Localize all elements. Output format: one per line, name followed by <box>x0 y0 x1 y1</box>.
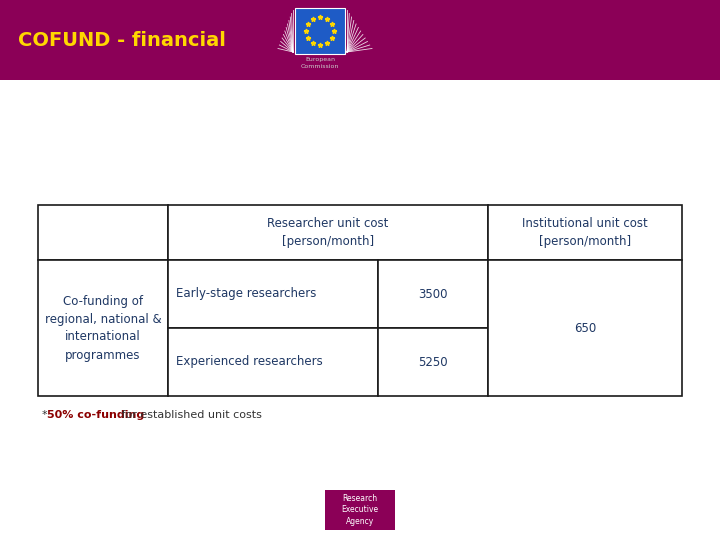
Text: 50% co-funding: 50% co-funding <box>47 410 144 420</box>
Text: Experienced researchers: Experienced researchers <box>176 355 323 368</box>
Bar <box>378 260 488 328</box>
Text: Institutional unit cost
[person/month]: Institutional unit cost [person/month] <box>522 217 648 248</box>
Bar <box>38 205 168 260</box>
Bar <box>325 490 395 530</box>
Text: *: * <box>42 410 51 420</box>
Text: European
Commission: European Commission <box>301 57 339 69</box>
Bar <box>488 260 682 396</box>
Text: 5250: 5250 <box>418 355 448 368</box>
Text: for established unit costs: for established unit costs <box>118 410 262 420</box>
Text: Research
Executive
Agency: Research Executive Agency <box>341 494 379 526</box>
Bar <box>38 260 168 396</box>
Text: 3500: 3500 <box>418 287 448 300</box>
Bar <box>168 205 488 260</box>
Text: COFUND - financial: COFUND - financial <box>18 30 226 50</box>
Bar <box>378 328 488 396</box>
Text: Researcher unit cost
[person/month]: Researcher unit cost [person/month] <box>267 217 389 248</box>
Text: 650: 650 <box>574 321 596 334</box>
Bar <box>168 260 378 328</box>
Text: Early-stage researchers: Early-stage researchers <box>176 287 316 300</box>
Bar <box>488 205 682 260</box>
Bar <box>295 8 345 54</box>
Bar <box>0 0 720 80</box>
Text: Co-funding of
regional, national &
international
programmes: Co-funding of regional, national & inter… <box>45 294 161 361</box>
Bar <box>168 328 378 396</box>
